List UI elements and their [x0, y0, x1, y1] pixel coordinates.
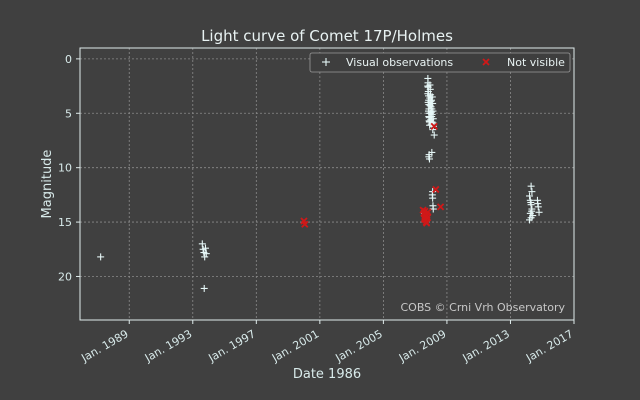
data-points [97, 74, 543, 292]
visual-observations-series [97, 74, 543, 292]
plot-frame [79, 47, 575, 321]
not-visible-point [423, 214, 432, 222]
credit-text: COBS © Crni Vrh Observatory [400, 301, 565, 314]
visual-observation-point [428, 96, 436, 104]
visual-observation-point [529, 212, 537, 220]
legend-marker-not-visible [482, 58, 490, 66]
visual-observation-point [429, 205, 437, 213]
legend-label-not-visible: Not visible [507, 56, 565, 69]
legend-box [309, 52, 571, 73]
visual-observation-point [429, 99, 437, 107]
chart-title: Light curve of Comet 17P/Holmes [201, 27, 453, 45]
not-visible-point [432, 185, 440, 194]
y-axis-label: Magnitude [40, 150, 55, 219]
not-visible-series [300, 122, 445, 228]
visual-observation-point [198, 240, 206, 248]
visual-observation-point [425, 153, 433, 161]
not-visible-point [301, 220, 309, 228]
visual-observation-point [202, 250, 210, 258]
visual-observation-point [430, 131, 438, 139]
visual-observation-point [528, 188, 536, 196]
legend-label-visual: Visual observations [346, 56, 453, 69]
not-visible-point [422, 219, 431, 227]
visual-observation-point [97, 253, 105, 261]
visual-observation-point [535, 208, 543, 216]
visual-observation-point [528, 207, 536, 215]
y-tick-label: 0 [65, 53, 72, 66]
visual-observation-point [526, 216, 534, 224]
grid [80, 48, 575, 320]
visual-observation-point [429, 107, 437, 115]
visual-observation-point [527, 182, 535, 190]
visual-observation-point [527, 198, 535, 206]
not-visible-point [430, 122, 438, 130]
visual-observation-point [534, 200, 542, 208]
y-tick-label: 5 [65, 107, 72, 120]
not-visible-point [436, 203, 445, 211]
y-tick-label: 20 [58, 270, 72, 283]
visual-observation-point [201, 253, 209, 261]
legend: Visual observations Not visible [309, 52, 571, 73]
legend-marker-visual [322, 58, 330, 66]
visual-observation-point [526, 192, 534, 200]
y-tick-label: 10 [58, 162, 72, 175]
visual-observation-point [428, 110, 436, 118]
visual-observation-point [200, 284, 208, 292]
x-axis-label: Date 1986 [293, 367, 361, 382]
visual-observation-point [201, 244, 209, 252]
visual-observation-point [428, 93, 436, 101]
not-visible-point [421, 207, 429, 215]
y-tick-label: 15 [58, 216, 72, 229]
visual-observation-point [428, 191, 436, 199]
